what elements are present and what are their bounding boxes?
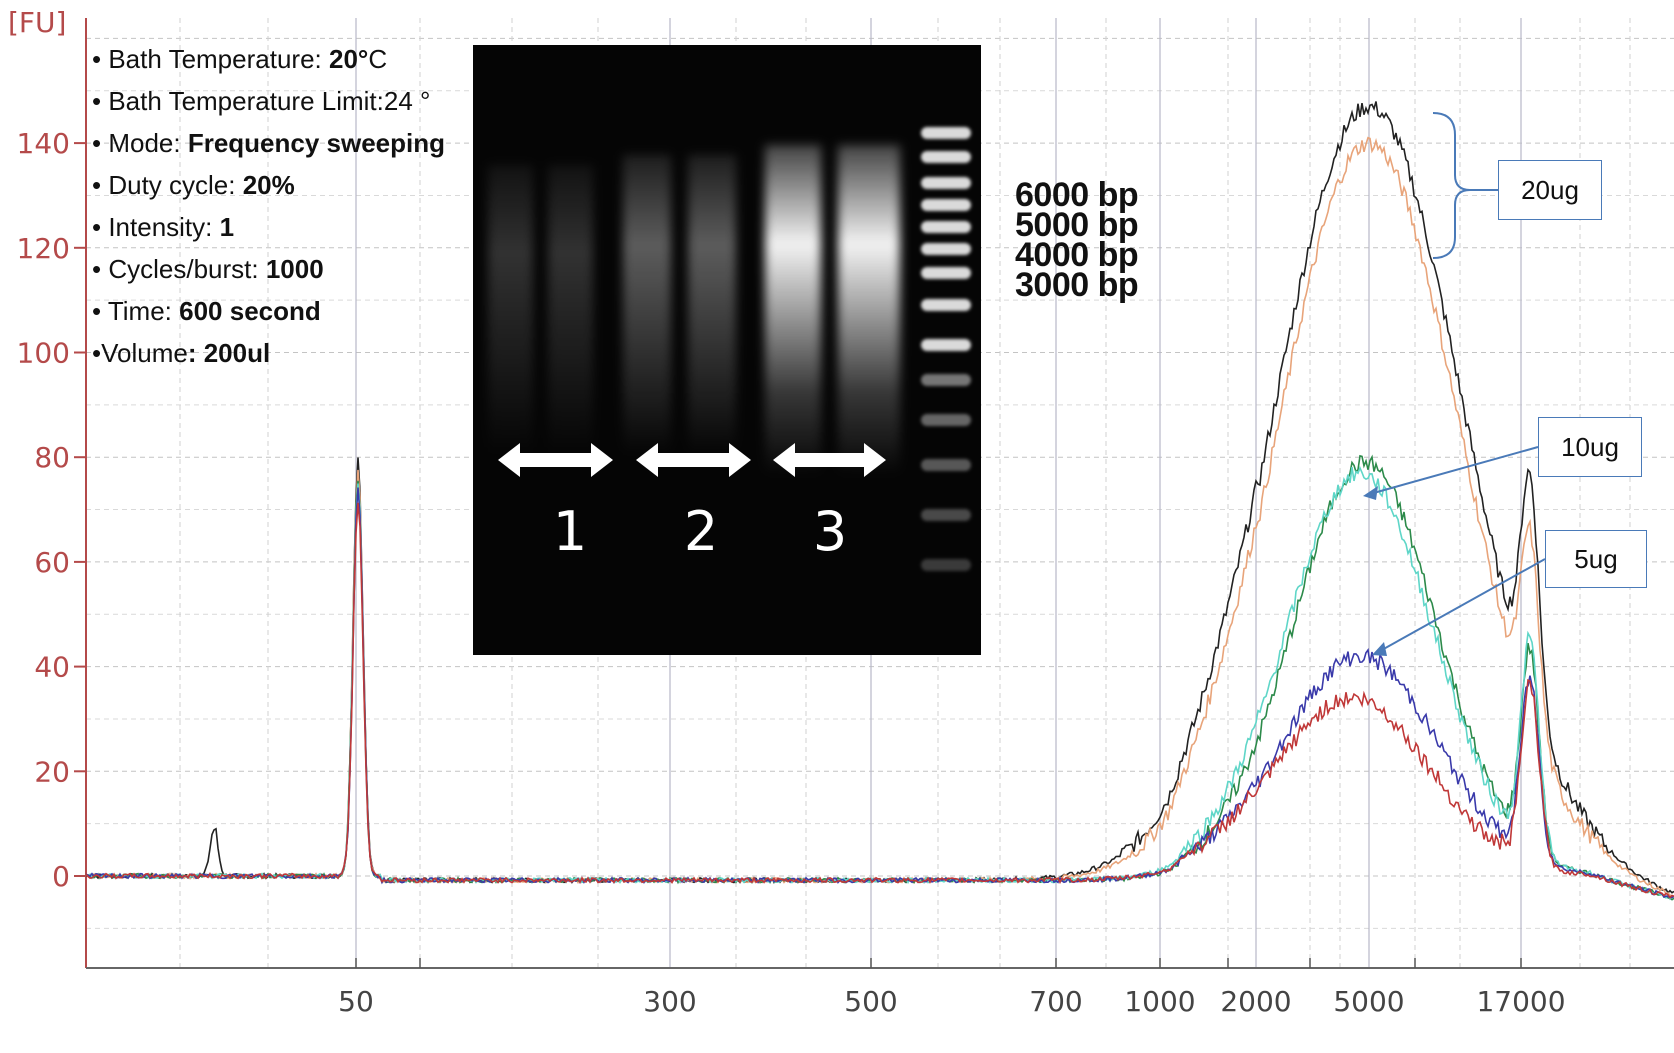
condition-list: • Bath Temperature: 20°C • Bath Temperat… [92,38,445,374]
condition-item: • Intensity: 1 [92,212,235,242]
condition-item: • Bath Temperature Limit:24 ° [92,86,431,116]
y-tick-label: 80 [34,441,70,474]
ladder-band [921,559,971,571]
callout-arrows [1363,112,1546,656]
ladder-band [921,243,971,255]
y-tick-label: 0 [52,860,70,893]
gel-smear-lane-2a [623,155,671,455]
arrow-head-5ug [1372,642,1387,656]
gel-smear-lane-2b [688,155,736,455]
gel-lane-arrows [498,443,886,477]
ladder-band [921,151,971,163]
lane-arrow [636,443,751,477]
y-tick-label: 140 [17,127,70,160]
gel-ladder [921,127,971,571]
gel-lane-label-1: 1 [553,500,587,563]
series-line [85,502,1674,899]
arrow-5ug [1379,558,1546,652]
y-tick-label: 60 [34,546,70,579]
condition-item: •Volume: 200ul [92,338,271,368]
callout-5ug: 5ug [1545,530,1647,588]
ladder-band [921,459,971,471]
x-tick-label: 50 [338,985,374,1018]
bp-marker-labels: 6000 bp 5000 bp 4000 bp 3000 bp [1015,176,1139,304]
condition-item: • Cycles/burst: 1000 [92,254,324,284]
x-tick-label: 700 [1029,985,1082,1018]
callout-20ug: 20ug [1498,160,1602,220]
gel-image: 1 2 3 [473,45,981,655]
ladder-band [921,221,971,233]
gel-graphic: 1 2 3 [473,45,981,655]
ladder-band [921,299,971,311]
arrow-10ug [1369,446,1539,495]
gel-lane-label-3: 3 [813,500,847,563]
bp-label: 3000 bp [1015,266,1139,304]
arrow-head-10ug [1363,486,1378,500]
ladder-band [921,267,971,279]
ladder-band [921,414,971,426]
ladder-band [921,127,971,139]
condition-item: • Bath Temperature: 20°C [92,44,388,74]
ladder-band [921,199,971,211]
x-tick-label: 500 [844,985,897,1018]
x-tick-label: 2000 [1220,985,1291,1018]
bp-label: 4000 bp [1015,236,1139,274]
lane-arrow [773,443,886,477]
condition-item: • Mode: Frequency sweeping [92,128,445,158]
condition-item: • Time: 600 second [92,296,321,326]
x-tick-label: 5000 [1333,985,1404,1018]
ladder-band [921,374,971,386]
ladder-band [921,509,971,521]
ladder-band [921,339,971,351]
ladder-band [921,177,971,189]
y-tick-label: 20 [34,755,70,788]
gel-smear-lane-1b [548,165,593,455]
y-axis-unit-label: [FU] [8,6,66,39]
callout-10ug: 10ug [1538,417,1642,477]
gel-smears [488,145,900,475]
traces [85,101,1674,901]
y-tick-label: 100 [17,337,70,370]
gel-smear-lane-1a [488,165,533,455]
x-tick-label: 1000 [1124,985,1195,1018]
gel-lane-label-2: 2 [684,500,718,563]
bp-label: 5000 bp [1015,206,1139,244]
x-tick-label: 17000 [1476,985,1565,1018]
axes: 0 20 40 60 80 100 120 140 50 300 500 700 1000 2000 500… [17,18,1674,1018]
gel-smear-lane-3a [765,145,821,475]
bp-label: 6000 bp [1015,176,1139,214]
x-tick-label: 300 [643,985,696,1018]
y-tick-label: 120 [17,232,70,265]
gel-smear-lane-3b [838,145,900,475]
condition-item: • Duty cycle: 20% [92,170,295,200]
y-tick-label: 40 [34,651,70,684]
lane-arrow [498,443,613,477]
